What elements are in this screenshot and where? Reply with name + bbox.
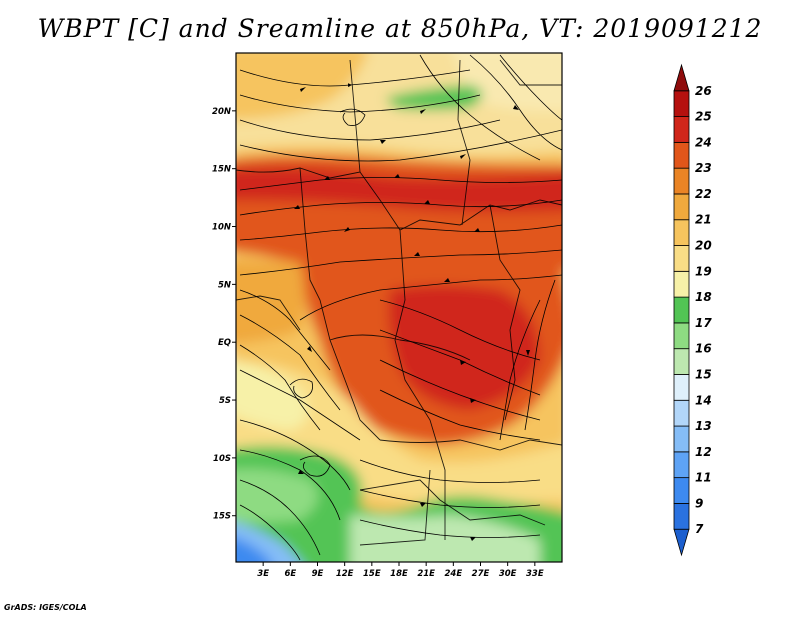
colorbar-segment [673,322,690,350]
lon-tick-label: 33E [526,569,544,579]
colorbar-segment [673,425,690,453]
colorbar-segment [673,477,690,504]
colorbar-segment [673,90,690,117]
lon-tick-label: 24E [445,569,463,579]
colorbar-label: 24 [695,135,712,149]
colorbar-label: 9 [695,496,703,510]
colorbar-label: 23 [695,161,712,175]
colorbar-segment [673,193,690,221]
colorbar-label: 12 [695,445,712,459]
colorbar-label: 22 [695,187,712,201]
lat-tick-label: 10S [213,454,231,464]
colorbar-segment [673,374,690,401]
lon-tick-label: 15E [363,569,381,579]
colorbar: 7 9 11 12 13 14 15 16 17 18 19 20 21 22 23 24 25 26 [673,63,712,557]
colorbar-segment [673,167,690,195]
colorbar-segment [673,528,690,557]
colorbar-label: 20 [695,239,712,253]
streamline-arrows [294,87,530,541]
colorbar-label: 14 [695,393,712,407]
lon-tick-label: 6E [284,569,296,579]
colorbar-segment [673,245,690,272]
lon-tick-label: 12E [336,569,354,579]
lon-tick-label: 30E [499,569,517,579]
lat-tick-label: 20N [212,107,231,117]
lat-tick-label: 5S [219,396,231,406]
colorbar-label: 16 [695,342,712,356]
colorbar-segment [673,63,690,92]
colorbar-label: 11 [695,471,712,485]
colorbar-segment [673,503,690,530]
colorbar-label: 25 [695,110,712,124]
colorbar-label: 13 [695,419,712,433]
colorbar-segment [673,219,690,246]
colorbar-segment [673,451,690,479]
lon-tick-label: 18E [390,569,408,579]
colorbar-label: 26 [695,84,712,98]
lon-tick-label: 21E [417,569,435,579]
colorbar-segment [673,296,690,324]
colorbar-label: 21 [695,213,712,227]
streamlines [239,54,562,561]
lat-tick-label: 15N [212,165,231,175]
colorbar-segment [673,141,690,169]
latitude-axis: 20N 15N 10N 5N EQ 5S 10S 15S [212,107,236,522]
colorbar-label: 17 [695,316,712,330]
lat-tick-label: EQ [218,338,231,348]
grads-credit: GrADS: IGES/COLA [4,603,87,612]
lon-tick-label: 9E [312,569,324,579]
map-area [236,53,562,562]
colorbar-label: 19 [695,264,712,278]
country-borders [236,59,562,546]
lat-tick-label: 5N [218,280,231,290]
colorbar-label: 7 [695,522,704,536]
longitude-axis: 3E 6E 9E 12E 15E 18E 21E 24E 27E 30E 33E [257,562,544,579]
lat-tick-label: 15S [213,512,231,522]
lat-tick-label: 10N [212,223,231,233]
colorbar-segment [673,116,690,143]
colorbar-segment [673,348,690,375]
colorbar-segment [673,399,690,427]
colorbar-label: 18 [695,290,712,304]
colorbar-label: 15 [695,367,712,381]
lon-tick-label: 3E [257,569,269,579]
chart-title: WBPT [C] and Sreamline at 850hPa, VT: 20… [37,14,763,43]
colorbar-segment [673,270,690,298]
lon-tick-label: 27E [472,569,490,579]
